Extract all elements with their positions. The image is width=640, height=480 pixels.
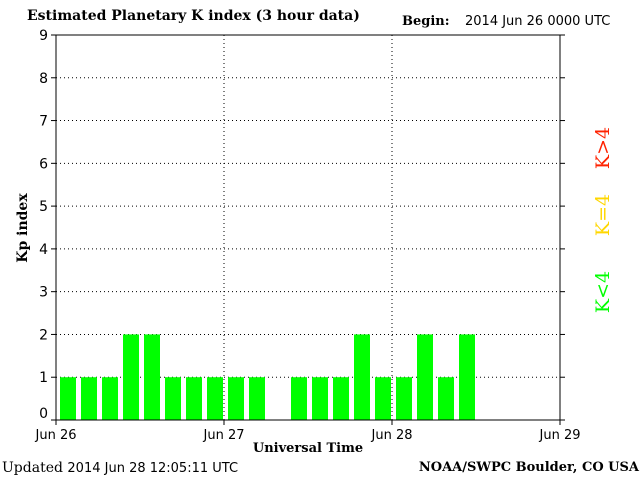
- kp-bar: [417, 334, 433, 420]
- updated-timestamp: Updated 2014 Jun 28 12:05:11 UTC: [2, 460, 238, 476]
- begin-value: 2014 Jun 26 0000 UTC: [465, 14, 611, 29]
- kp-bar: [312, 377, 328, 420]
- y-tick-label: 2: [39, 327, 48, 343]
- x-axis-ticks: Jun 26 Jun 27 Jun 28 Jun 29: [35, 420, 581, 443]
- kp-bar: [438, 377, 454, 420]
- y-axis-ticks: 0 1 2 3 4 5 6 7 8 9: [39, 28, 565, 422]
- y-tick-label: 6: [39, 156, 48, 172]
- kp-bar: [81, 377, 97, 420]
- legend-item: K<4: [592, 271, 614, 313]
- kp-bar: [459, 334, 475, 420]
- legend-item: K=4: [592, 194, 614, 236]
- legend-item: K>4: [592, 127, 614, 169]
- begin-label: Begin:: [402, 14, 450, 29]
- kp-bar: [165, 377, 181, 420]
- x-tick-label: Jun 28: [371, 428, 413, 443]
- y-tick-label: 8: [39, 71, 48, 87]
- x-tick-label: Jun 26: [35, 428, 77, 443]
- y-tick-label: 1: [39, 370, 48, 386]
- kp-bar: [228, 377, 244, 420]
- kp-bar: [249, 377, 265, 420]
- x-tick-label: Jun 27: [203, 428, 245, 443]
- plot-frame: [55, 34, 561, 421]
- kp-bar: [186, 377, 202, 420]
- kp-bar: [123, 334, 139, 420]
- kp-bar: [396, 377, 412, 420]
- kp-bar: [144, 334, 160, 420]
- updated-value: 2014 Jun 28 12:05:11 UTC: [67, 461, 239, 476]
- y-tick-label: 4: [39, 242, 48, 258]
- kp-bar: [354, 334, 370, 420]
- legend: K<4 K=4 K>4: [592, 127, 614, 313]
- x-tick-label: Jun 29: [539, 428, 581, 443]
- updated-label: Updated: [2, 460, 63, 476]
- grid-lines: [56, 35, 560, 420]
- kp-bar: [207, 377, 223, 420]
- kp-bar: [60, 377, 76, 420]
- chart-title: Estimated Planetary K index (3 hour data…: [27, 8, 360, 24]
- bar-series: [60, 334, 475, 420]
- y-tick-label: 7: [39, 114, 48, 130]
- source-credit: NOAA/SWPC Boulder, CO USA: [418, 460, 639, 475]
- kp-bar: [291, 377, 307, 420]
- y-tick-label: 5: [39, 199, 48, 215]
- kp-bar: [333, 377, 349, 420]
- kp-bar: [102, 377, 118, 420]
- x-axis-label: Universal Time: [253, 441, 363, 456]
- y-tick-label: 3: [39, 285, 48, 301]
- y-tick-label: 9: [39, 28, 48, 44]
- y-tick-label: 0: [39, 406, 48, 422]
- y-axis-label: Kp index: [15, 193, 31, 263]
- kp-bar: [375, 377, 391, 420]
